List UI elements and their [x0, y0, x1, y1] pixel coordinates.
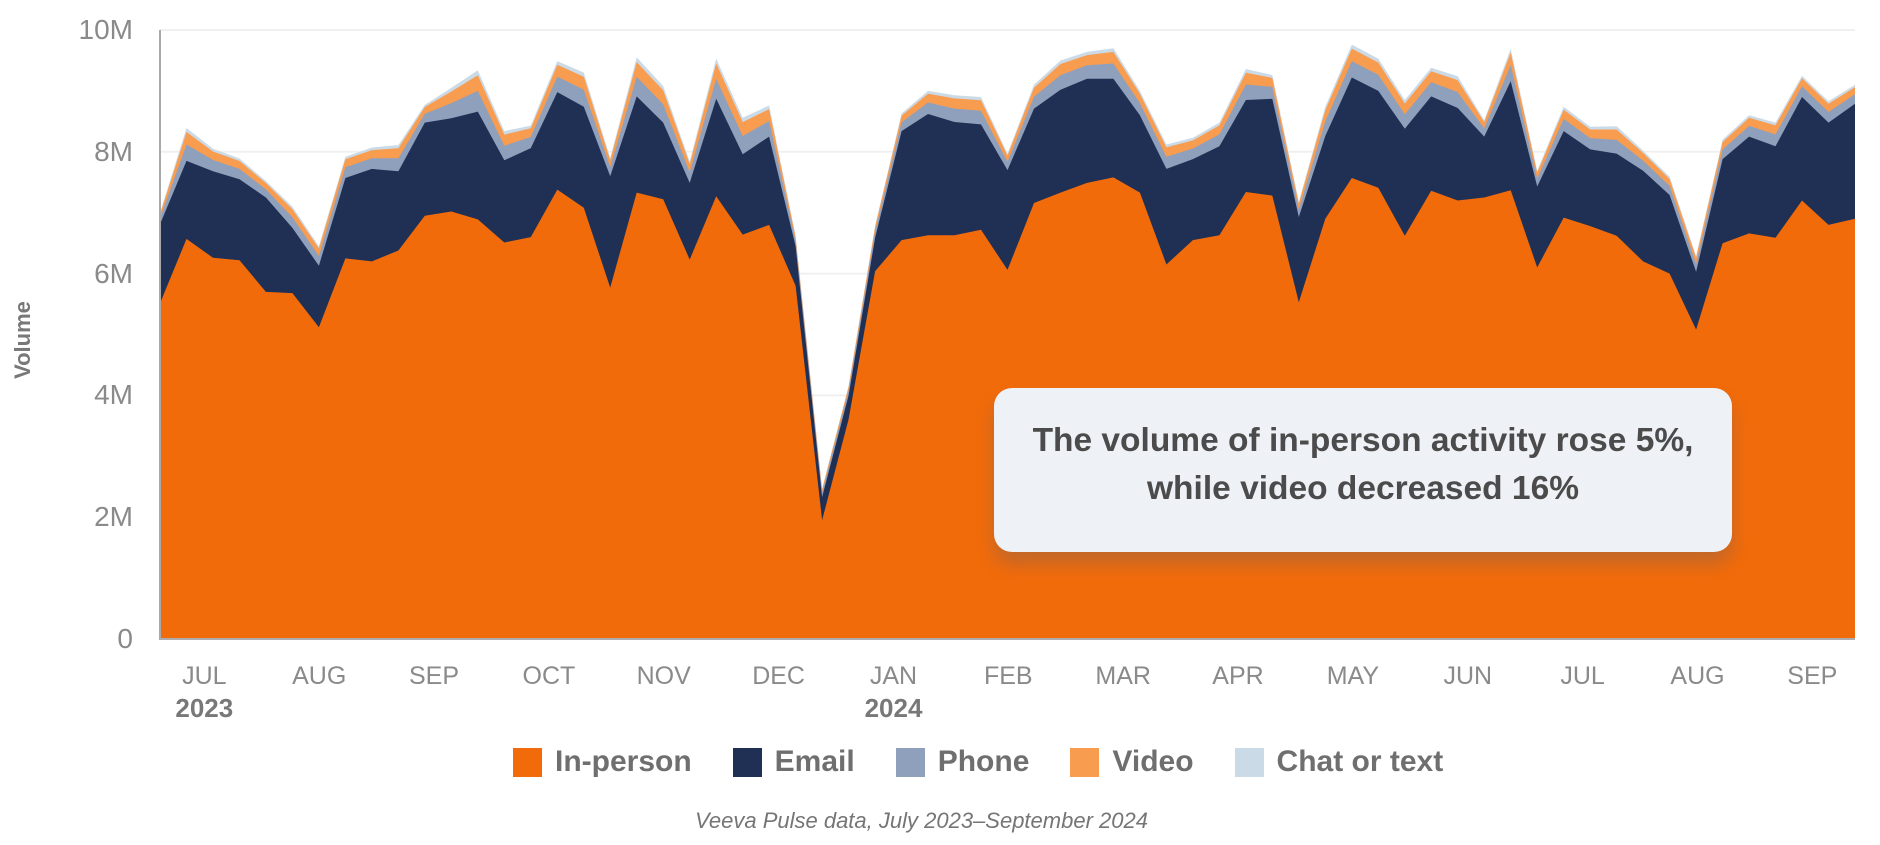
svg-text:AUG: AUG [292, 662, 346, 690]
svg-text:DEC: DEC [752, 662, 805, 690]
svg-text:MAY: MAY [1327, 662, 1380, 690]
svg-text:2M: 2M [94, 501, 133, 532]
svg-text:6M: 6M [94, 258, 133, 289]
svg-text:JUL: JUL [182, 662, 227, 690]
svg-text:4M: 4M [94, 379, 133, 410]
svg-text:FEB: FEB [984, 662, 1033, 690]
svg-text:AUG: AUG [1670, 662, 1724, 690]
svg-text:10M: 10M [79, 14, 133, 45]
svg-text:8M: 8M [94, 136, 133, 167]
svg-text:MAR: MAR [1095, 662, 1151, 690]
svg-text:SEP: SEP [409, 662, 459, 690]
svg-text:JUN: JUN [1443, 662, 1492, 690]
svg-text:JAN: JAN [870, 662, 917, 690]
svg-text:2023: 2023 [175, 693, 233, 723]
svg-text:OCT: OCT [523, 662, 576, 690]
svg-text:2024: 2024 [865, 693, 923, 723]
svg-text:NOV: NOV [637, 662, 692, 690]
svg-text:JUL: JUL [1560, 662, 1605, 690]
svg-text:APR: APR [1212, 662, 1263, 690]
svg-text:0: 0 [117, 623, 133, 654]
svg-text:SEP: SEP [1787, 662, 1837, 690]
